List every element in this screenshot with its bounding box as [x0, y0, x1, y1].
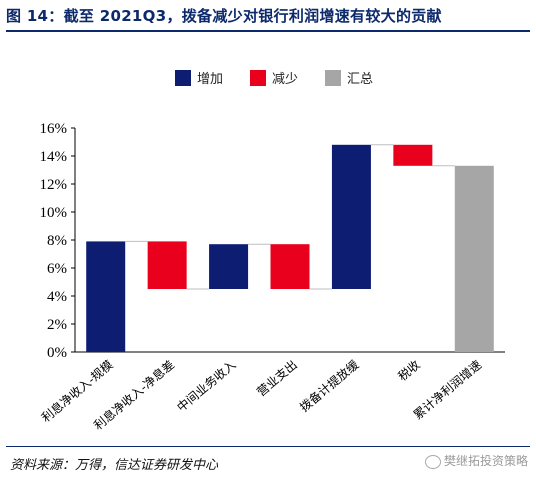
bar-decrease — [270, 244, 310, 289]
legend-swatch-increase — [175, 70, 191, 86]
y-tick-label: 8% — [47, 233, 67, 249]
legend-label-increase: 增加 — [197, 72, 223, 87]
x-tick-label: 中间业务收入 — [174, 357, 239, 415]
waterfall-chart: 增加 减少 汇总0%2%4%6%8%10%12%14%16%利息净收入-规模利息净收… — [38, 70, 505, 433]
source-rule — [6, 446, 530, 447]
source-note: 资料来源：万得，信达证券研发中心 — [10, 458, 219, 473]
x-tick-label: 拨备计提放缓 — [297, 357, 362, 415]
figure-title: 图 14：截至 2021Q3，拨备减少对银行利润增速有较大的贡献 — [6, 7, 442, 25]
x-tick-label: 税收 — [395, 358, 422, 384]
y-tick-label: 10% — [40, 205, 68, 221]
bar-decrease — [147, 241, 187, 289]
watermark-label: 樊继拓投资策略 — [443, 454, 528, 468]
legend-swatch-decrease — [250, 70, 266, 86]
bar-decrease — [393, 144, 433, 166]
title-rule — [6, 30, 530, 32]
y-tick-label: 2% — [47, 317, 67, 333]
wechat-icon — [424, 454, 441, 469]
bar-total — [454, 165, 494, 352]
x-tick-label: 营业支出 — [254, 358, 300, 400]
bar-increase — [331, 144, 371, 289]
y-tick-label: 12% — [40, 177, 68, 193]
legend-swatch-total — [325, 70, 341, 86]
bar-increase — [209, 244, 249, 289]
y-tick-label: 14% — [40, 149, 68, 165]
legend-label-total: 汇总 — [347, 72, 373, 87]
bar-increase — [86, 241, 126, 352]
legend-label-decrease: 减少 — [272, 72, 298, 87]
watermark: 樊继拓投资策略 — [424, 452, 528, 469]
y-tick-label: 6% — [47, 261, 67, 277]
y-tick-label: 4% — [47, 289, 67, 305]
y-tick-label: 16% — [40, 121, 68, 137]
y-tick-label: 0% — [47, 345, 67, 361]
